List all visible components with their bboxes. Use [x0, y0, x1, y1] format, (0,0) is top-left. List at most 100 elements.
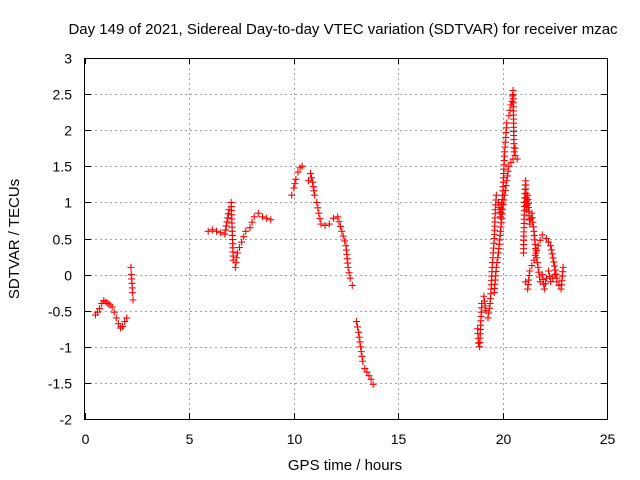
data-point: [511, 144, 519, 152]
y-tick-label: 0: [64, 268, 72, 284]
data-point: [484, 314, 492, 322]
data-series: [352, 318, 377, 388]
data-point: [358, 352, 366, 360]
data-point: [531, 251, 539, 259]
data-point: [329, 214, 337, 222]
data-point: [224, 210, 232, 218]
data-series: [474, 86, 519, 351]
data-point: [352, 318, 360, 326]
x-tick-label: 15: [391, 431, 407, 447]
data-point: [550, 258, 558, 266]
y-tick-label: -0.5: [48, 304, 72, 320]
data-point: [263, 214, 271, 222]
data-point: [504, 167, 512, 175]
data-series: [304, 170, 356, 289]
x-tick-label: 0: [82, 431, 90, 447]
data-point: [538, 271, 546, 279]
ticks-layer: 0 5 10 15 20 25 -2 -1.5 -1 -0.5 0 0.5 1 1.5 2 2.5 3: [48, 51, 616, 448]
data-point: [267, 216, 275, 224]
y-tick-label: 3: [64, 51, 72, 67]
data-series: [490, 151, 521, 297]
data-point: [355, 328, 363, 336]
data-point: [513, 155, 521, 163]
data-point: [213, 227, 221, 235]
data-point: [110, 308, 118, 316]
data-point: [310, 187, 318, 195]
x-tick-label: 20: [496, 431, 512, 447]
data-point: [335, 218, 343, 226]
data-point: [528, 262, 536, 270]
data-point: [551, 266, 559, 274]
data-point: [217, 229, 225, 237]
data-point: [536, 236, 544, 244]
data-point: [511, 151, 519, 159]
data-point: [475, 339, 483, 347]
data-point: [223, 218, 231, 226]
data-point: [506, 106, 514, 114]
data-point: [246, 224, 254, 232]
data-point: [114, 320, 122, 328]
data-point: [533, 247, 541, 255]
data-point: [129, 289, 137, 297]
data-point: [538, 231, 546, 239]
data-point: [505, 112, 513, 120]
data-series: [204, 198, 275, 271]
data-point: [288, 191, 296, 199]
data-point: [294, 168, 302, 176]
data-point: [321, 222, 329, 230]
data-point: [233, 249, 241, 257]
y-tick-label: 1: [64, 195, 72, 211]
data-series: [91, 297, 131, 332]
data-point: [559, 263, 567, 271]
data-point: [493, 259, 501, 267]
data-point: [317, 220, 325, 228]
data-point: [503, 172, 511, 180]
data-point: [355, 333, 363, 341]
data-point: [369, 380, 377, 388]
data-point: [365, 372, 373, 380]
data-point: [304, 177, 312, 185]
data-point: [338, 227, 346, 235]
data-point: [485, 304, 493, 312]
data-point: [545, 238, 553, 246]
data-point: [485, 309, 493, 317]
data-point: [367, 375, 375, 383]
data-point: [309, 178, 317, 186]
data-point: [363, 368, 371, 376]
data-point: [503, 177, 511, 185]
data-point: [534, 263, 542, 271]
data-point: [233, 254, 241, 262]
data-point: [341, 237, 349, 245]
data-point: [499, 206, 507, 214]
data-point: [348, 281, 356, 289]
data-point: [510, 148, 518, 156]
x-tick-label: 5: [186, 431, 194, 447]
data-point: [501, 191, 509, 199]
x-axis-label: GPS time / hours: [288, 457, 402, 474]
y-tick-label: 1.5: [53, 159, 73, 175]
chart-title: Day 149 of 2021, Sidereal Day-to-day VTE…: [68, 21, 618, 38]
data-point: [530, 256, 538, 264]
data-series: [127, 263, 137, 304]
data-point: [494, 254, 502, 262]
data-point: [311, 191, 319, 199]
y-axis-label: SDTVAR / TECUs: [6, 179, 23, 299]
data-point: [361, 364, 369, 372]
data-point: [505, 162, 513, 170]
data-point: [204, 227, 212, 235]
data-point: [127, 263, 135, 271]
data-point: [298, 162, 306, 170]
data-point: [541, 280, 549, 288]
data-point: [308, 174, 316, 182]
data-point: [254, 209, 262, 217]
data-point: [502, 182, 510, 190]
data-point: [290, 184, 298, 192]
data-point: [292, 175, 300, 183]
y-tick-label: 0.5: [53, 232, 73, 248]
data-point: [549, 254, 557, 262]
data-point: [325, 220, 333, 228]
data-point: [236, 244, 244, 252]
data-point: [540, 280, 548, 288]
y-tick-label: -1.5: [48, 376, 72, 392]
data-point: [339, 232, 347, 240]
